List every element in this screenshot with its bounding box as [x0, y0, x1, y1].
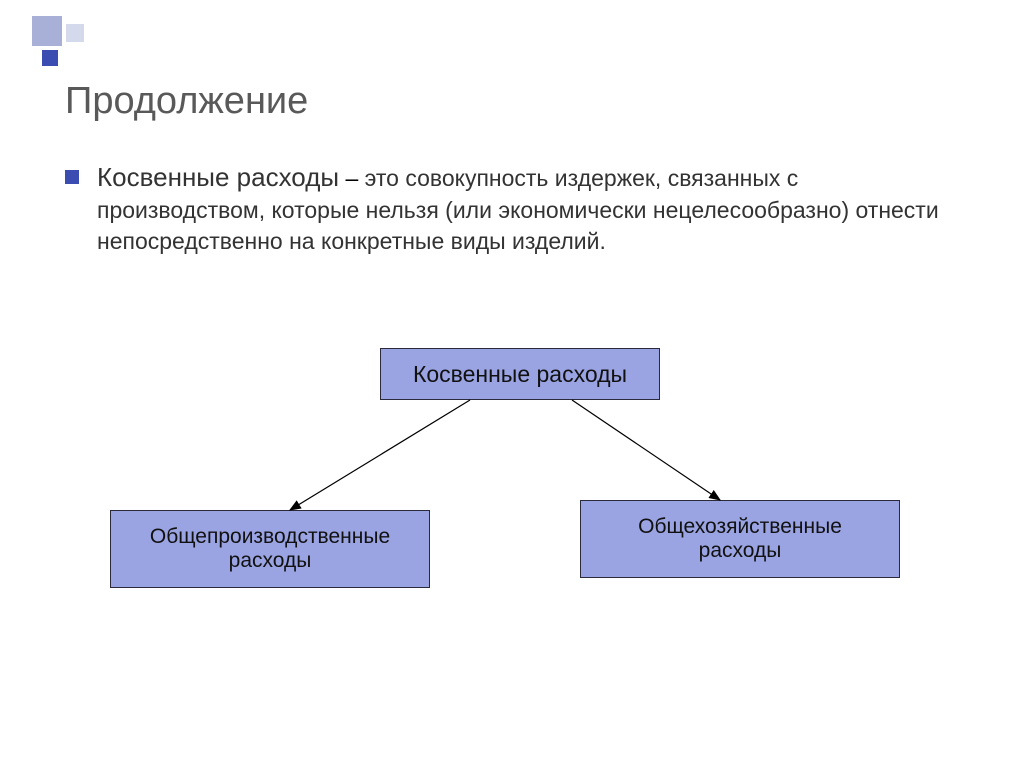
- decor-square-icon: [66, 24, 84, 42]
- arrow-line: [572, 400, 720, 500]
- slide: Продолжение Косвенные расходы – это сово…: [0, 0, 1024, 768]
- arrow-line: [290, 400, 470, 510]
- decor-square-icon: [42, 50, 58, 66]
- diagram-left-label: Общепроизводственные расходы: [125, 525, 415, 573]
- bullet-lead: Косвенные расходы: [97, 162, 339, 192]
- diagram-right-box: Общехозяйственные расходы: [580, 500, 900, 578]
- diagram-root-box: Косвенные расходы: [380, 348, 660, 400]
- diagram-right-label: Общехозяйственные расходы: [595, 515, 885, 563]
- bullet-text: Косвенные расходы – это совокупность изд…: [97, 160, 964, 257]
- bullet-item: Косвенные расходы – это совокупность изд…: [65, 160, 964, 257]
- bullet-dash: –: [339, 165, 365, 191]
- decor-squares: [32, 16, 102, 76]
- diagram-root-label: Косвенные расходы: [413, 361, 627, 388]
- diagram-left-box: Общепроизводственные расходы: [110, 510, 430, 588]
- square-bullet-icon: [65, 170, 79, 184]
- decor-square-icon: [32, 16, 62, 46]
- page-title: Продолжение: [65, 80, 308, 123]
